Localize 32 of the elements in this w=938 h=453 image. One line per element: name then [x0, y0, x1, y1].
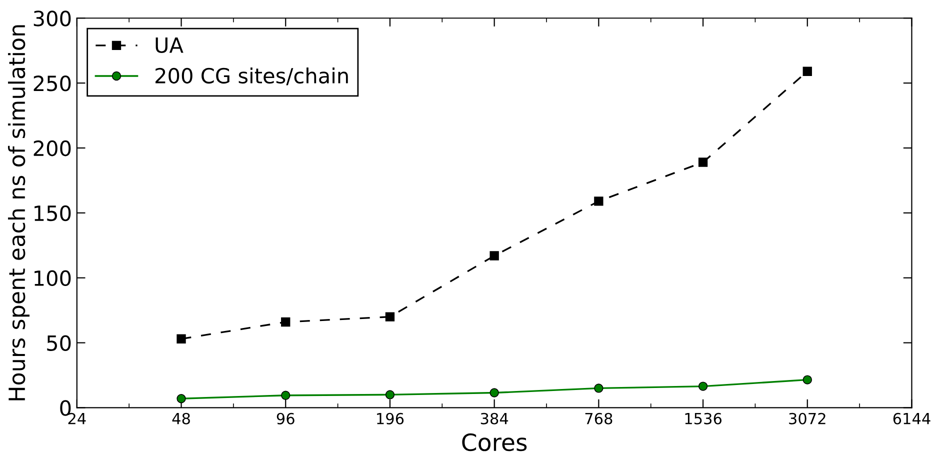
- point: [802, 375, 812, 384]
- y-tick-label: 250: [34, 76, 71, 92]
- x-tick-label: 6144: [893, 412, 930, 424]
- point: [594, 384, 604, 393]
- y-tick-label: 300: [34, 10, 71, 26]
- legend-label: 200 CG sites/chain: [156, 67, 348, 86]
- x-tick-label: 196: [377, 412, 404, 424]
- x-tick-label: 1536: [685, 412, 722, 424]
- x-tick-label: 768: [585, 412, 612, 424]
- x-axis-title: Cores: [462, 433, 527, 452]
- x-tick-label: 3072: [789, 412, 826, 424]
- x-tick-label: 48: [172, 412, 190, 424]
- point: [385, 390, 395, 400]
- y-tick-label: 200: [34, 140, 71, 156]
- point: [490, 388, 499, 398]
- x-tick-label: 96: [276, 412, 294, 424]
- y-tick-label: 50: [47, 335, 71, 351]
- point: [490, 251, 499, 260]
- point: [385, 312, 395, 322]
- point: [176, 334, 186, 344]
- y-axis-title: Hours spent each ns of simulation: [8, 25, 30, 400]
- point: [802, 66, 812, 76]
- point: [281, 317, 290, 327]
- point: [281, 390, 290, 400]
- x-tick-label: 384: [480, 412, 508, 424]
- y-tick-label: 150: [34, 205, 71, 222]
- point: [176, 394, 186, 404]
- y-tick-label: 100: [34, 270, 71, 286]
- legend-label: UA: [156, 38, 184, 53]
- point: [698, 382, 708, 391]
- point: [594, 196, 604, 206]
- point: [698, 158, 708, 167]
